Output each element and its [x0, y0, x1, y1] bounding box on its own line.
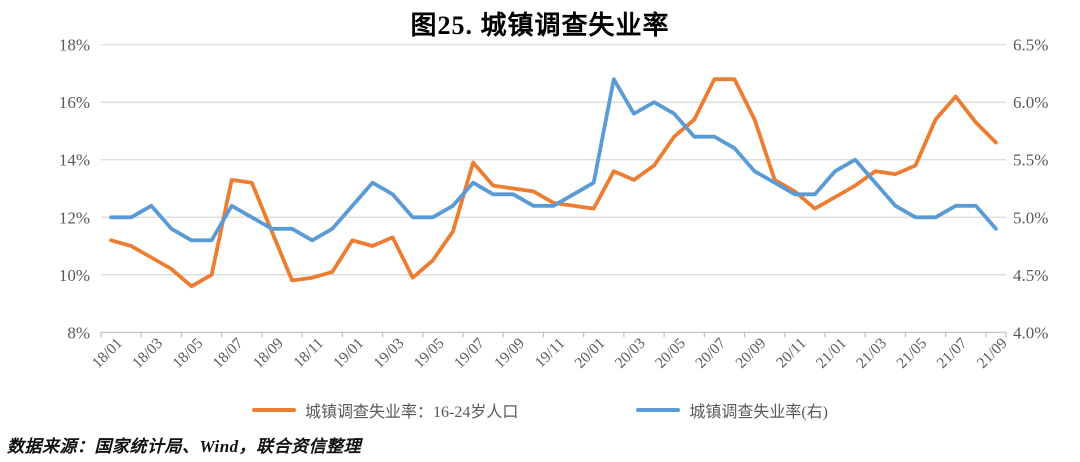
x-axis-tick-label: 19/07	[451, 335, 488, 372]
x-axis-tick-label: 19/03	[370, 335, 407, 372]
x-axis-tick-label: 20/03	[612, 335, 649, 372]
youth-series-swatch	[251, 408, 296, 412]
x-axis-tick-label: 20/11	[773, 335, 810, 372]
right-axis-tick-label: 6.0%	[1013, 93, 1048, 112]
x-axis-tick-label: 18/01	[89, 335, 126, 372]
left-axis-tick-label: 8%	[67, 323, 90, 342]
right-axis-tick-label: 5.5%	[1013, 151, 1048, 170]
x-axis-tick-label: 19/05	[411, 335, 448, 372]
x-axis-tick-label: 20/05	[652, 335, 689, 372]
youth-unemployment-line	[109, 77, 998, 289]
x-axis-tick-label: 18/03	[129, 335, 166, 372]
x-axis-tick-label: 20/09	[732, 335, 769, 372]
youth-series-label: 城镇调查失业率：16-24岁人口	[304, 404, 519, 421]
left-axis-tick-label: 16%	[59, 93, 90, 112]
x-axis-tick-label: 20/07	[692, 335, 729, 372]
x-axis-tick-label: 21/09	[974, 335, 1011, 372]
x-axis-tick-label: 21/05	[893, 335, 930, 372]
x-axis-tick-label: 21/01	[813, 335, 850, 372]
x-axis-tick-label: 19/09	[491, 335, 528, 372]
x-axis-tick-label: 18/07	[210, 335, 247, 372]
right-axis-tick-label: 6.5%	[1013, 36, 1048, 55]
right-axis-tick-label: 5.0%	[1013, 208, 1048, 227]
data-source-note: 数据来源：国家统计局、Wind，联合资信整理	[7, 437, 362, 456]
left-axis-tick-label: 18%	[59, 36, 90, 55]
x-axis-tick-label: 21/03	[853, 335, 890, 372]
x-axis-tick-label: 20/01	[572, 335, 609, 372]
total-series-label: 城镇调查失业率(右)	[689, 404, 828, 421]
right-axis-tick-label: 4.5%	[1013, 266, 1048, 285]
chart-legend: 城镇调查失业率：16-24岁人口 城镇调查失业率(右)	[0, 397, 1080, 423]
legend-item-youth: 城镇调查失业率：16-24岁人口	[251, 398, 519, 422]
x-axis-tick-label: 18/05	[169, 335, 206, 372]
x-axis-tick-label: 18/09	[250, 335, 287, 372]
left-axis-tick-label: 10%	[59, 266, 90, 285]
x-axis-tick-label: 19/01	[330, 335, 367, 372]
legend-item-total: 城镇调查失业率(右)	[636, 398, 828, 422]
x-axis-tick-label: 21/07	[934, 335, 971, 372]
right-axis-tick-label: 4.0%	[1013, 323, 1048, 342]
total-unemployment-line	[109, 77, 998, 243]
chart-canvas: 18% 6.5% 16% 6.0% 14% 5.5% 12% 5.0% 10% 4.5% 8% 4.0…	[59, 36, 1049, 372]
x-axis-tick-label: 19/11	[532, 335, 569, 372]
left-axis-tick-label: 14%	[59, 151, 90, 170]
x-axis-tick-label: 18/11	[290, 335, 327, 372]
chart-title: 图25. 城镇调查失业率	[410, 11, 670, 40]
left-axis-tick-label: 12%	[59, 208, 90, 227]
total-series-swatch	[636, 408, 681, 412]
